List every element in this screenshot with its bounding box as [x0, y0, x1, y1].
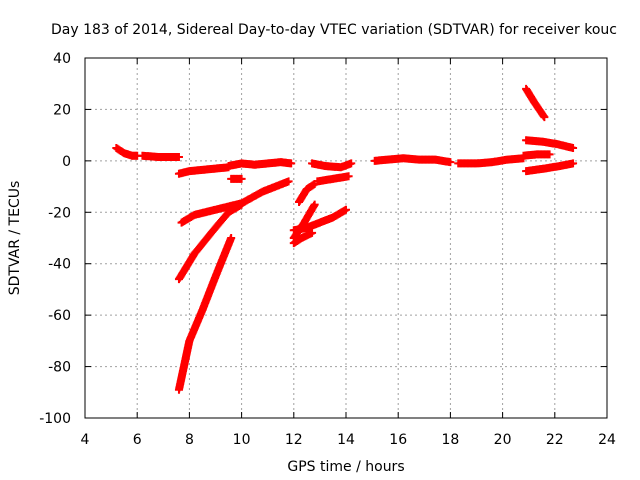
data-series: [174, 200, 246, 284]
data-point: [342, 205, 350, 214]
grid-lines: [85, 58, 607, 418]
x-tick-label: 14: [337, 432, 355, 448]
data-series: [519, 150, 554, 160]
data-point: [446, 158, 455, 167]
data-series: [227, 174, 246, 183]
y-tick-label: 0: [62, 154, 71, 170]
data-points: [112, 84, 578, 394]
x-axis-label: GPS time / hours: [287, 459, 404, 475]
data-point: [237, 200, 246, 209]
x-tick-label: 20: [494, 432, 512, 448]
data-series: [112, 144, 142, 160]
x-tick-label: 18: [441, 432, 459, 448]
data-series: [313, 172, 353, 186]
data-series: [522, 84, 549, 122]
y-tick-label: 40: [53, 51, 71, 67]
chart-title: Day 183 of 2014, Sidereal Day-to-day VTE…: [51, 22, 617, 38]
data-series: [370, 154, 455, 167]
data-series: [289, 200, 319, 242]
data-series: [295, 180, 319, 206]
data-series: [308, 159, 356, 172]
y-axis-ticks: 40 20 0 -20 -40 -60 -80 -100: [39, 51, 607, 427]
data-point: [347, 159, 356, 168]
data-point: [344, 172, 353, 181]
data-point: [174, 153, 183, 161]
data-point: [569, 159, 578, 168]
data-point: [287, 159, 296, 168]
data-series: [174, 163, 233, 178]
data-series: [177, 177, 293, 227]
data-series: [174, 234, 236, 394]
data-point: [237, 174, 246, 183]
x-tick-label: 6: [133, 432, 142, 448]
data-series: [454, 154, 528, 168]
data-series: [224, 158, 296, 170]
x-axis-ticks: 4 6 8 10 12 14 16 18 20 22 24: [81, 58, 616, 448]
y-axis-label: SDTVAR / TECUs: [7, 181, 23, 296]
x-tick-label: 16: [389, 432, 407, 448]
x-tick-label: 22: [546, 432, 564, 448]
data-point: [308, 228, 317, 237]
y-tick-label: -100: [39, 411, 71, 427]
data-series: [522, 136, 578, 152]
x-tick-label: 8: [185, 432, 194, 448]
data-point: [227, 234, 236, 242]
data-point: [569, 144, 578, 152]
y-tick-label: -40: [48, 257, 71, 273]
data-series: [138, 151, 183, 161]
x-tick-label: 12: [285, 432, 303, 448]
data-series: [289, 228, 317, 248]
data-point: [540, 113, 549, 122]
y-tick-label: -80: [48, 360, 71, 376]
y-tick-label: -20: [48, 205, 71, 221]
data-point: [284, 177, 293, 186]
data-point: [545, 150, 554, 159]
x-tick-label: 10: [233, 432, 251, 448]
y-tick-label: -60: [48, 308, 71, 324]
y-tick-label: 20: [53, 102, 71, 118]
data-series: [522, 159, 578, 176]
x-tick-label: 4: [81, 432, 90, 448]
x-tick-label: 24: [598, 432, 616, 448]
data-point: [310, 200, 319, 209]
